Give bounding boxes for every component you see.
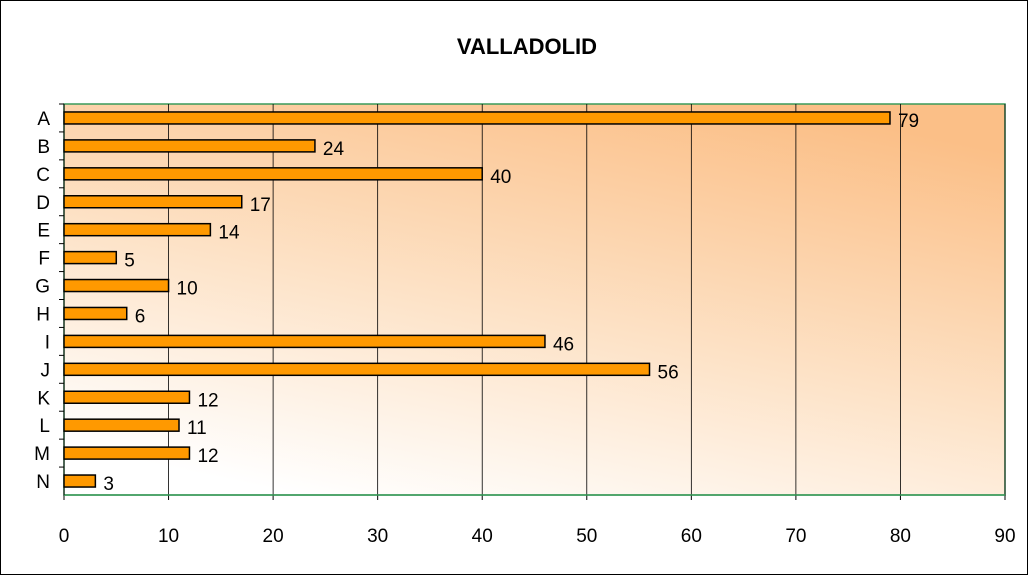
bar — [63, 334, 546, 349]
value-label: 6 — [135, 306, 146, 327]
y-tick-label: B — [37, 137, 50, 158]
bar — [63, 278, 170, 293]
value-label: 11 — [187, 418, 207, 439]
y-tick-label: J — [41, 360, 51, 381]
value-label: 10 — [177, 279, 198, 300]
bar — [63, 418, 180, 432]
bar — [63, 195, 243, 209]
bar — [63, 306, 128, 321]
x-tick-label: 80 — [890, 526, 911, 547]
y-tick-label: N — [36, 472, 50, 493]
x-tick-label: 30 — [367, 526, 388, 547]
y-tick-label: I — [45, 332, 50, 353]
bar — [63, 139, 316, 153]
bar — [63, 167, 483, 181]
x-tick-label: 0 — [59, 526, 70, 547]
value-label: 5 — [124, 251, 135, 272]
y-tick-label: F — [38, 249, 50, 270]
bar — [63, 250, 118, 265]
value-label: 56 — [658, 362, 679, 383]
bar — [63, 446, 191, 460]
y-tick-label: K — [37, 388, 50, 409]
y-tick-label: E — [37, 221, 50, 242]
bar — [63, 362, 651, 377]
x-tick-label: 70 — [785, 526, 806, 547]
value-label: 79 — [898, 111, 919, 132]
bar — [63, 111, 891, 125]
x-tick-label: 90 — [994, 526, 1015, 547]
y-tick-label: A — [37, 109, 50, 130]
bar — [63, 222, 212, 237]
x-tick-label: 10 — [158, 526, 179, 547]
value-label: 24 — [323, 139, 345, 160]
bar — [63, 474, 97, 488]
x-tick-label: 40 — [472, 526, 493, 547]
value-label: 12 — [197, 390, 218, 411]
y-tick-label: C — [36, 165, 50, 186]
y-tick-label: M — [34, 444, 50, 465]
value-label: 3 — [103, 474, 114, 495]
y-tick-label: L — [39, 416, 50, 437]
value-label: 40 — [490, 167, 511, 188]
value-label: 14 — [218, 223, 240, 244]
bar — [63, 390, 191, 404]
x-tick-label: 60 — [681, 526, 702, 547]
value-label: 17 — [250, 195, 271, 216]
y-tick-label: G — [35, 277, 50, 298]
y-tick-label: D — [36, 193, 50, 214]
x-tick-label: 50 — [576, 526, 597, 547]
value-label: 12 — [197, 446, 218, 467]
chart-title: VALLADOLID — [457, 34, 597, 59]
y-tick-label: H — [36, 304, 50, 325]
value-label: 46 — [553, 334, 574, 355]
x-tick-label: 20 — [263, 526, 284, 547]
